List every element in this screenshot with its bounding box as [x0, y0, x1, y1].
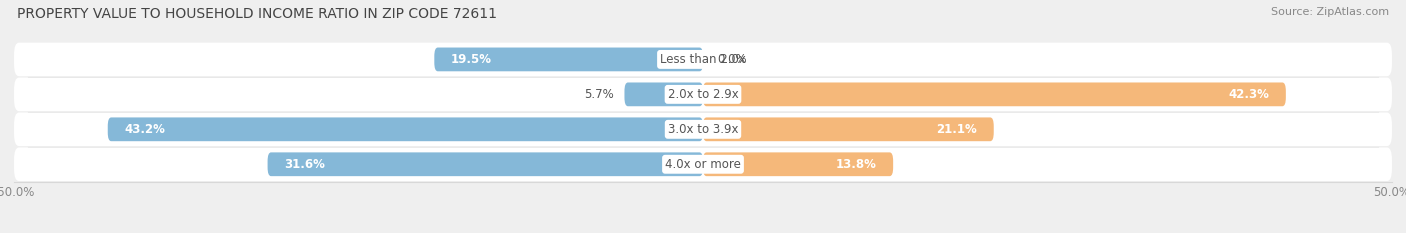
FancyBboxPatch shape [14, 78, 1392, 111]
FancyBboxPatch shape [703, 152, 893, 176]
FancyBboxPatch shape [14, 43, 1392, 76]
Text: 43.2%: 43.2% [124, 123, 165, 136]
Text: 13.8%: 13.8% [835, 158, 876, 171]
FancyBboxPatch shape [703, 117, 994, 141]
Text: 2.0x to 2.9x: 2.0x to 2.9x [668, 88, 738, 101]
FancyBboxPatch shape [703, 82, 1286, 106]
Text: Less than 2.0x: Less than 2.0x [659, 53, 747, 66]
FancyBboxPatch shape [14, 147, 1392, 181]
Text: 42.3%: 42.3% [1229, 88, 1270, 101]
Text: 4.0x or more: 4.0x or more [665, 158, 741, 171]
Text: 31.6%: 31.6% [284, 158, 325, 171]
Text: 5.7%: 5.7% [583, 88, 613, 101]
Text: 0.0%: 0.0% [717, 53, 747, 66]
FancyBboxPatch shape [434, 48, 703, 71]
Text: 3.0x to 3.9x: 3.0x to 3.9x [668, 123, 738, 136]
Text: Source: ZipAtlas.com: Source: ZipAtlas.com [1271, 7, 1389, 17]
FancyBboxPatch shape [624, 82, 703, 106]
Text: 21.1%: 21.1% [936, 123, 977, 136]
FancyBboxPatch shape [14, 113, 1392, 146]
Text: PROPERTY VALUE TO HOUSEHOLD INCOME RATIO IN ZIP CODE 72611: PROPERTY VALUE TO HOUSEHOLD INCOME RATIO… [17, 7, 496, 21]
FancyBboxPatch shape [267, 152, 703, 176]
FancyBboxPatch shape [108, 117, 703, 141]
Text: 19.5%: 19.5% [451, 53, 492, 66]
